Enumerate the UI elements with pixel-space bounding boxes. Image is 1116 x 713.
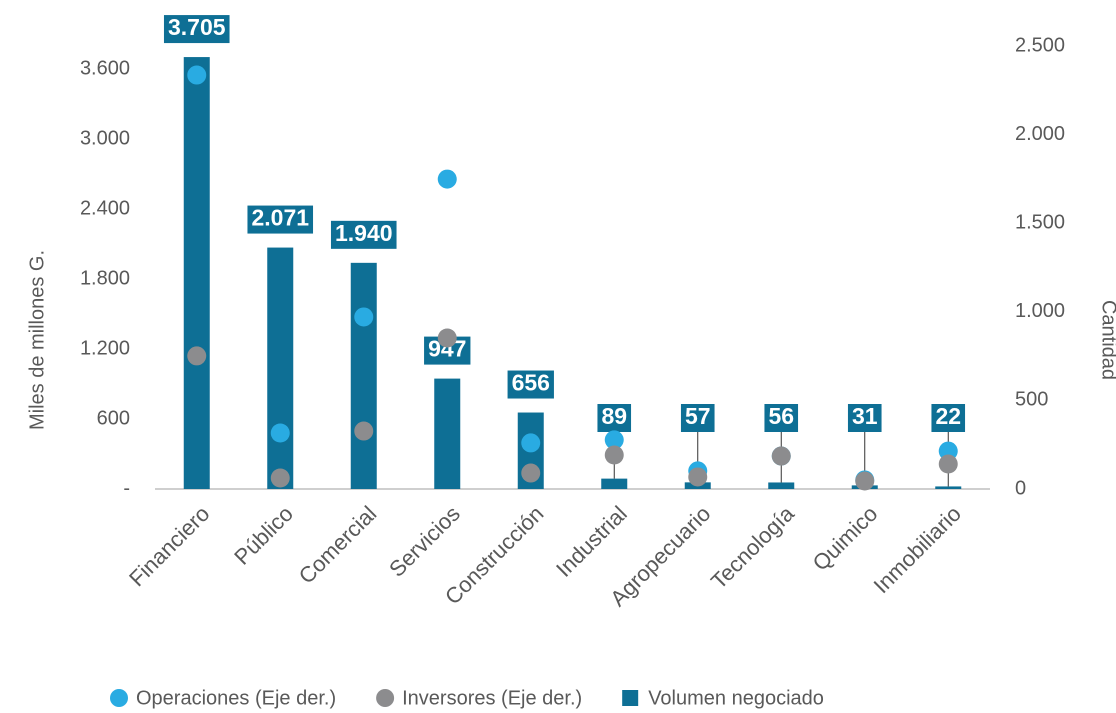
y-tick-label: -: [123, 477, 130, 499]
data-label-box: [680, 404, 715, 432]
x-tick-label: Industrial: [551, 501, 632, 582]
data-label-box: [597, 404, 632, 432]
point: [354, 307, 374, 327]
data-label: 1.940: [335, 220, 393, 246]
bar: [183, 57, 210, 489]
bar: [267, 247, 294, 489]
data-label: 2.071: [251, 205, 309, 231]
data-label-box: [931, 404, 966, 432]
bar: [768, 482, 795, 489]
x-tick-label: Público: [229, 501, 298, 570]
y-tick-label: 2.400: [80, 197, 130, 219]
data-label: 56: [768, 403, 794, 429]
data-label-box: [764, 404, 799, 432]
y2-tick-label: 2.500: [1015, 34, 1065, 56]
data-label: 89: [601, 403, 627, 429]
y-tick-label: 1.800: [80, 267, 130, 289]
point: [270, 468, 290, 488]
bar: [434, 378, 461, 489]
y2-tick-label: 500: [1015, 389, 1048, 411]
legend-swatch: [110, 689, 128, 707]
point: [437, 328, 457, 348]
y-tick-label: 1.200: [80, 337, 130, 359]
point: [270, 423, 290, 443]
legend-swatch: [622, 690, 639, 706]
bar: [601, 478, 628, 489]
point: [771, 446, 791, 466]
y2-axis-label: Cantidad: [1098, 300, 1116, 380]
x-tick-label: Inmobiliario: [869, 501, 966, 598]
data-label-box: [247, 205, 314, 234]
point: [604, 430, 624, 450]
x-tick-label: Comercial: [294, 501, 382, 589]
y2-tick-label: 2.000: [1015, 123, 1065, 145]
legend-label: Operaciones (Eje der.): [136, 687, 336, 709]
data-label: 31: [852, 403, 878, 429]
bar: [350, 262, 377, 489]
y2-tick-label: 1.000: [1015, 300, 1065, 322]
data-label: 57: [685, 403, 711, 429]
data-label-box: [163, 15, 230, 44]
y-tick-label: 3.600: [80, 58, 130, 80]
data-label-box: [507, 370, 554, 399]
point: [354, 421, 374, 441]
x-tick-label: Quimico: [808, 501, 883, 576]
y-axis-label: Miles de millones G.: [26, 250, 48, 430]
data-label-box: [847, 404, 882, 432]
data-label: 656: [512, 370, 550, 396]
legend-swatch: [376, 689, 395, 707]
legend-label: Inversores (Eje der.): [402, 687, 582, 709]
point: [521, 433, 541, 453]
point: [521, 463, 541, 483]
point: [688, 467, 708, 487]
x-tick-label: Financiero: [124, 501, 214, 591]
point: [187, 65, 207, 85]
point: [938, 454, 958, 474]
x-tick-label: Tecnología: [706, 500, 799, 593]
point: [604, 445, 624, 465]
y2-tick-label: 1.500: [1015, 211, 1065, 233]
data-label: 22: [935, 403, 961, 429]
data-label-box: [330, 220, 397, 249]
point: [855, 471, 875, 491]
y-tick-label: 3.000: [80, 128, 130, 150]
y-tick-label: 600: [97, 407, 130, 429]
point: [187, 346, 207, 366]
legend-label: Volumen negociado: [648, 687, 824, 709]
bar: [935, 486, 962, 489]
y2-tick-label: 0: [1015, 477, 1026, 499]
data-label: 3.705: [168, 14, 226, 40]
point: [437, 169, 457, 189]
x-tick-label: Servicios: [384, 501, 465, 582]
